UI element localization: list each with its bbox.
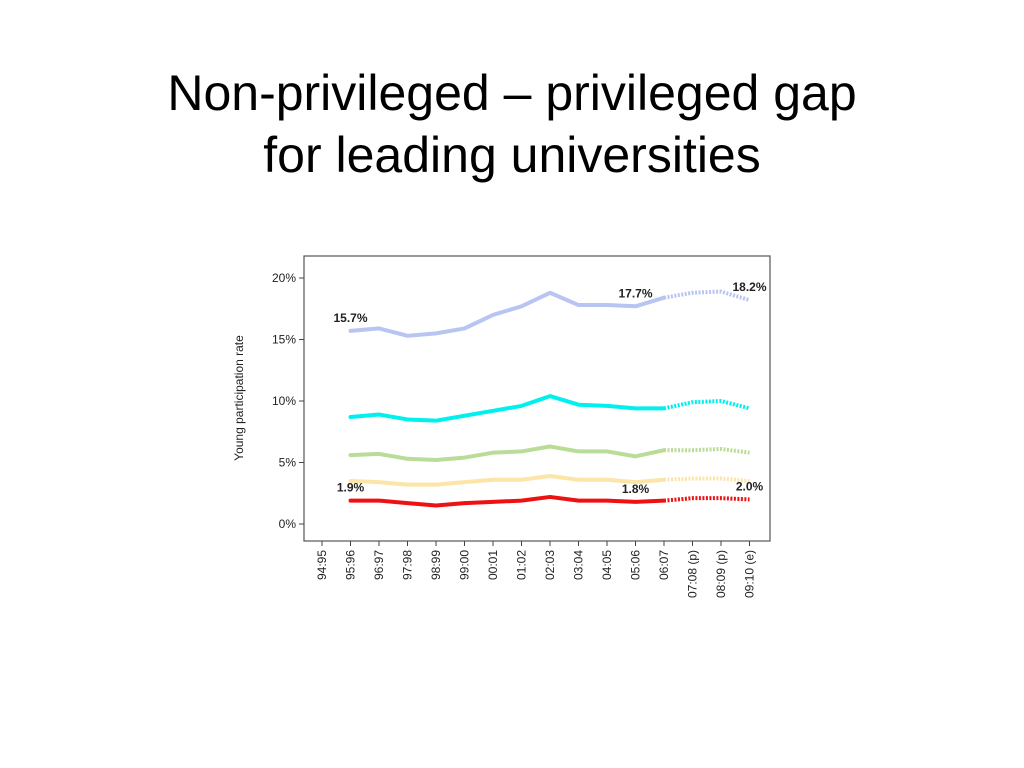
series-line-projected bbox=[663, 289, 751, 303]
data-label: 2.0% bbox=[736, 479, 764, 493]
x-tick-label: 98:99 bbox=[429, 550, 443, 580]
x-tick-label: 01:02 bbox=[515, 550, 529, 580]
series-line-solid bbox=[348, 494, 666, 508]
data-label: 1.8% bbox=[622, 482, 650, 496]
data-label: 1.9% bbox=[337, 481, 365, 495]
series-line-solid bbox=[348, 394, 666, 423]
x-tick-label: 96:97 bbox=[372, 550, 386, 580]
x-tick-label: 03:04 bbox=[572, 550, 586, 580]
y-tick-label: 20% bbox=[272, 271, 296, 285]
series-line-solid bbox=[348, 290, 666, 338]
x-tick-label: 05:06 bbox=[629, 550, 643, 580]
y-tick-label: 5% bbox=[279, 456, 297, 470]
x-tick-label: 95:96 bbox=[344, 550, 358, 580]
slide-title-line-2: for leading universities bbox=[263, 126, 761, 183]
slide-title: Non-privileged – privileged gap for lead… bbox=[0, 62, 1024, 186]
y-tick-label: 10% bbox=[272, 394, 296, 408]
slide-title-line-1: Non-privileged – privileged gap bbox=[167, 64, 857, 121]
x-tick-label: 09:10 (e) bbox=[743, 550, 757, 598]
x-tick-label: 99:00 bbox=[458, 550, 472, 580]
x-tick-label: 02:03 bbox=[543, 550, 557, 580]
y-tick-label: 0% bbox=[279, 517, 297, 531]
data-label: 15.7% bbox=[333, 311, 367, 325]
y-axis-title: Young participation rate bbox=[232, 335, 246, 461]
x-tick-label: 08:09 (p) bbox=[714, 550, 728, 598]
series-line-projected bbox=[663, 476, 750, 483]
series-line-projected bbox=[664, 446, 750, 455]
chart-marks: 0% 5% 10% 15% 20% 94:95 95:96 96:97 97:98 98:99 99… bbox=[272, 271, 767, 598]
data-label: 17.7% bbox=[618, 286, 652, 300]
x-tick-label: 06:07 bbox=[657, 550, 671, 580]
x-tick-label: 94:95 bbox=[315, 550, 329, 580]
series-line-projected bbox=[663, 399, 751, 411]
x-tick-label: 07:08 (p) bbox=[686, 550, 700, 598]
series-line-solid bbox=[348, 474, 666, 487]
x-tick-label: 00:01 bbox=[486, 550, 500, 580]
x-tick-label: 97:98 bbox=[401, 550, 415, 580]
series-line-solid bbox=[348, 444, 666, 463]
data-label: 18.2% bbox=[732, 280, 766, 294]
x-tick-label: 04:05 bbox=[600, 550, 614, 580]
y-tick-label: 15% bbox=[272, 333, 296, 347]
series-line-projected bbox=[663, 496, 750, 503]
